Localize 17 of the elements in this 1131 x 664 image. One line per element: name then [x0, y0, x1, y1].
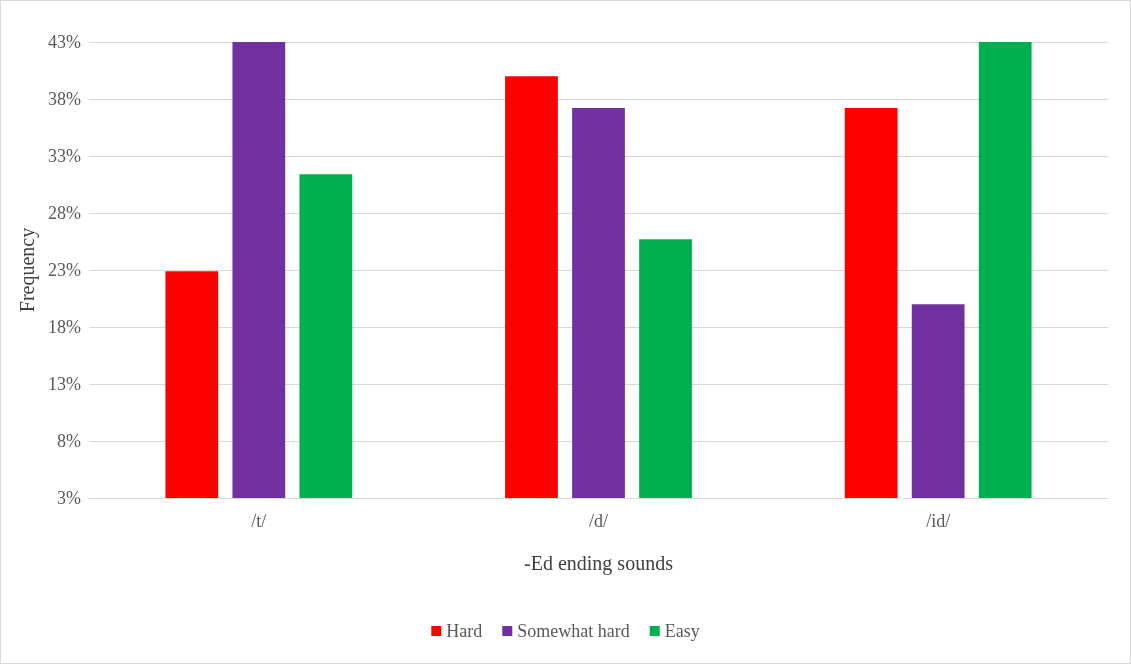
legend-label: Hard	[446, 621, 483, 641]
x-axis-title: -Ed ending sounds	[524, 552, 674, 575]
y-tick-label: 33%	[48, 146, 81, 166]
x-tick-label: /d/	[588, 511, 609, 531]
y-tick-label: 13%	[48, 374, 81, 394]
x-tick-label: /id/	[926, 511, 951, 531]
y-tick-label: 3%	[57, 488, 81, 508]
y-tick-label: 23%	[48, 260, 81, 280]
y-tick-label: 18%	[48, 317, 81, 337]
y-tick-label: 28%	[48, 203, 81, 223]
legend-label: Easy	[664, 621, 700, 641]
y-tick-label: 43%	[48, 32, 81, 52]
y-tick-label: 38%	[48, 89, 81, 109]
x-tick-label: /t/	[251, 511, 267, 531]
legend-label: Somewhat hard	[517, 621, 630, 641]
y-axis-title: Frequency	[16, 227, 40, 313]
y-tick-label: 8%	[57, 431, 81, 451]
